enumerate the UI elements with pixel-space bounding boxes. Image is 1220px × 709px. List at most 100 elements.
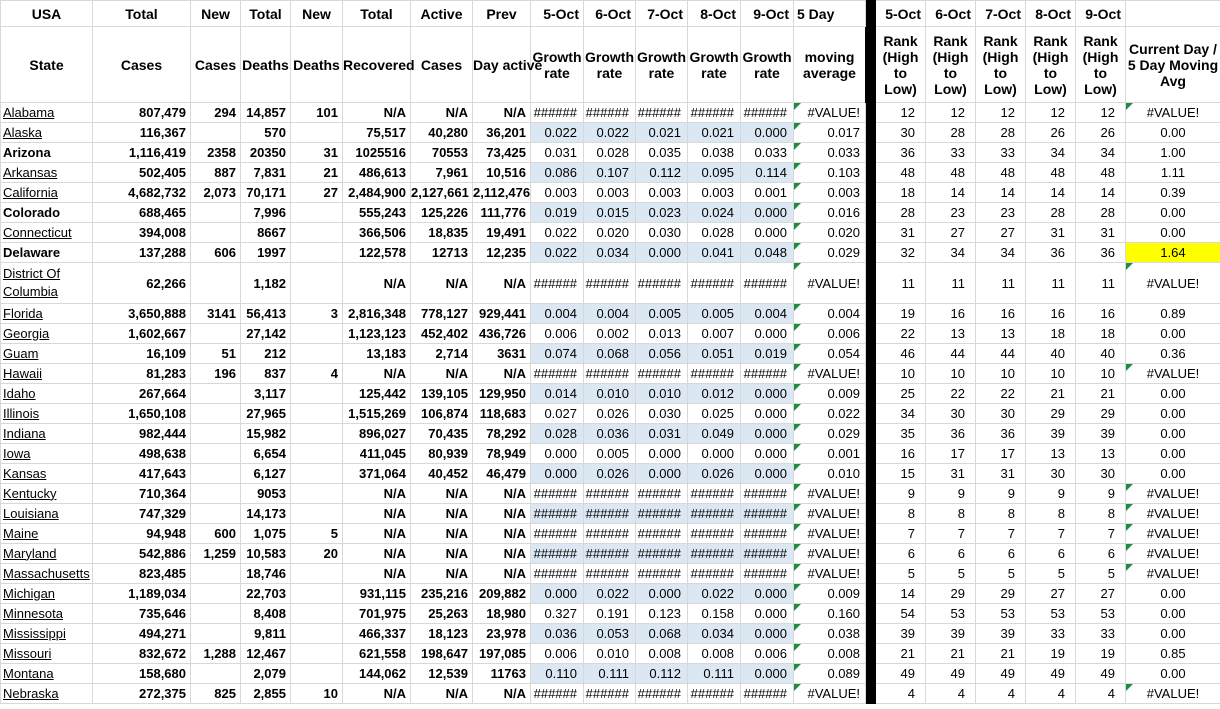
cell-growth-rate[interactable]: 0.000	[740, 443, 794, 464]
cell-total-deaths[interactable]: 10,583	[240, 543, 291, 564]
cell-growth-rate[interactable]: ######	[635, 563, 688, 584]
cell-total-cases[interactable]: 747,329	[92, 503, 191, 524]
state-cell[interactable]: California	[0, 182, 93, 203]
cell-growth-rate[interactable]: ######	[530, 483, 584, 504]
cell-rank[interactable]: 17	[925, 443, 976, 464]
cell-total-recovered[interactable]: 411,045	[342, 443, 411, 464]
cell-growth-rate[interactable]: 0.005	[635, 303, 688, 324]
cell-moving-average[interactable]: 0.054	[793, 343, 866, 364]
cell-new-cases[interactable]	[190, 202, 241, 223]
cell-growth-rate[interactable]: 0.000	[740, 383, 794, 404]
cell-growth-rate[interactable]: ######	[740, 503, 794, 524]
cell-total-recovered[interactable]: N/A	[342, 262, 411, 304]
cell-prev-day-active[interactable]: 18,980	[472, 603, 531, 624]
state-link[interactable]: Hawaii	[3, 365, 43, 381]
cell-growth-rate[interactable]: 0.006	[530, 323, 584, 344]
cell-new-deaths[interactable]	[290, 483, 343, 504]
cell-growth-rate[interactable]: ######	[635, 543, 688, 564]
cell-growth-rate[interactable]: 0.004	[583, 303, 636, 324]
cell-new-cases[interactable]: 600	[190, 523, 241, 544]
cell-prev-day-active[interactable]: 12,235	[472, 242, 531, 263]
cell-total-deaths[interactable]: 1,182	[240, 262, 291, 304]
cell-new-cases[interactable]	[190, 563, 241, 584]
state-link[interactable]: Maryland	[3, 545, 57, 561]
cell-current-vs-avg[interactable]: #VALUE!	[1125, 683, 1220, 704]
cell-growth-rate[interactable]: 0.158	[687, 603, 741, 624]
cell-prev-day-active[interactable]: 19,491	[472, 222, 531, 243]
cell-growth-rate[interactable]: 0.005	[583, 443, 636, 464]
cell-growth-rate[interactable]: ######	[740, 102, 794, 123]
column-header[interactable]: Cases	[190, 26, 241, 103]
column-group-header[interactable]: 8-Oct	[1025, 0, 1076, 27]
cell-current-vs-avg[interactable]: 0.39	[1125, 182, 1220, 203]
cell-moving-average[interactable]: #VALUE!	[793, 483, 866, 504]
cell-growth-rate[interactable]: 0.000	[740, 403, 794, 424]
cell-rank[interactable]: 7	[925, 523, 976, 544]
state-link[interactable]: Mississippi	[3, 625, 66, 641]
cell-rank[interactable]: 13	[975, 323, 1026, 344]
cell-rank[interactable]: 27	[1075, 583, 1126, 604]
state-cell[interactable]: Georgia	[0, 323, 93, 344]
cell-growth-rate[interactable]: 0.026	[687, 463, 741, 484]
cell-moving-average[interactable]: #VALUE!	[793, 523, 866, 544]
cell-active-cases[interactable]: 778,127	[410, 303, 473, 324]
state-cell[interactable]: Alaska	[0, 122, 93, 143]
cell-growth-rate[interactable]: ######	[740, 563, 794, 584]
cell-rank[interactable]: 30	[975, 403, 1026, 424]
cell-prev-day-active[interactable]: 3631	[472, 343, 531, 364]
cell-active-cases[interactable]: 18,835	[410, 222, 473, 243]
cell-growth-rate[interactable]: 0.000	[740, 222, 794, 243]
cell-current-vs-avg[interactable]: 0.00	[1125, 323, 1220, 344]
cell-prev-day-active[interactable]: 209,882	[472, 583, 531, 604]
cell-active-cases[interactable]: 80,939	[410, 443, 473, 464]
cell-total-recovered[interactable]: 931,115	[342, 583, 411, 604]
column-group-header[interactable]: 8-Oct	[687, 0, 741, 27]
cell-total-recovered[interactable]: N/A	[342, 563, 411, 584]
state-link[interactable]: California	[3, 184, 58, 200]
cell-rank[interactable]: 39	[875, 623, 926, 644]
state-cell[interactable]: Nebraska	[0, 683, 93, 704]
cell-growth-rate[interactable]: 0.026	[583, 403, 636, 424]
cell-current-vs-avg[interactable]: #VALUE!	[1125, 102, 1220, 123]
state-link[interactable]: Florida	[3, 305, 43, 321]
cell-current-vs-avg[interactable]: #VALUE!	[1125, 363, 1220, 384]
state-link[interactable]: Connecticut	[3, 224, 72, 240]
cell-moving-average[interactable]: #VALUE!	[793, 503, 866, 524]
column-group-header[interactable]: 5-Oct	[875, 0, 926, 27]
cell-growth-rate[interactable]: 0.008	[635, 643, 688, 664]
cell-current-vs-avg[interactable]: #VALUE!	[1125, 563, 1220, 584]
cell-total-cases[interactable]: 735,646	[92, 603, 191, 624]
column-group-header[interactable]: 6-Oct	[583, 0, 636, 27]
state-cell[interactable]: Indiana	[0, 423, 93, 444]
cell-rank[interactable]: 31	[1025, 222, 1076, 243]
cell-moving-average[interactable]: #VALUE!	[793, 543, 866, 564]
cell-moving-average[interactable]: 0.009	[793, 583, 866, 604]
cell-new-cases[interactable]: 294	[190, 102, 241, 123]
cell-total-deaths[interactable]: 56,413	[240, 303, 291, 324]
cell-total-deaths[interactable]: 7,996	[240, 202, 291, 223]
cell-active-cases[interactable]: N/A	[410, 262, 473, 304]
cell-rank[interactable]: 28	[1025, 202, 1076, 223]
cell-growth-rate[interactable]: 0.031	[530, 142, 584, 163]
cell-rank[interactable]: 5	[1075, 563, 1126, 584]
cell-new-cases[interactable]	[190, 583, 241, 604]
cell-total-cases[interactable]: 982,444	[92, 423, 191, 444]
cell-prev-day-active[interactable]: 11763	[472, 663, 531, 684]
column-group-header[interactable]: 5-Oct	[530, 0, 584, 27]
cell-moving-average[interactable]: 0.033	[793, 142, 866, 163]
state-link[interactable]: Kentucky	[3, 485, 57, 501]
cell-rank[interactable]: 12	[975, 102, 1026, 123]
column-header[interactable]: Rank (High to Low)	[975, 26, 1026, 103]
cell-rank[interactable]: 44	[975, 343, 1026, 364]
state-cell[interactable]: Missouri	[0, 643, 93, 664]
cell-total-deaths[interactable]: 14,857	[240, 102, 291, 123]
cell-total-cases[interactable]: 116,367	[92, 122, 191, 143]
cell-rank[interactable]: 18	[1025, 323, 1076, 344]
cell-prev-day-active[interactable]: 118,683	[472, 403, 531, 424]
cell-growth-rate[interactable]: 0.028	[583, 142, 636, 163]
cell-growth-rate[interactable]: 0.000	[740, 663, 794, 684]
cell-moving-average[interactable]: 0.003	[793, 182, 866, 203]
cell-rank[interactable]: 53	[925, 603, 976, 624]
cell-rank[interactable]: 13	[1075, 443, 1126, 464]
cell-rank[interactable]: 31	[925, 463, 976, 484]
